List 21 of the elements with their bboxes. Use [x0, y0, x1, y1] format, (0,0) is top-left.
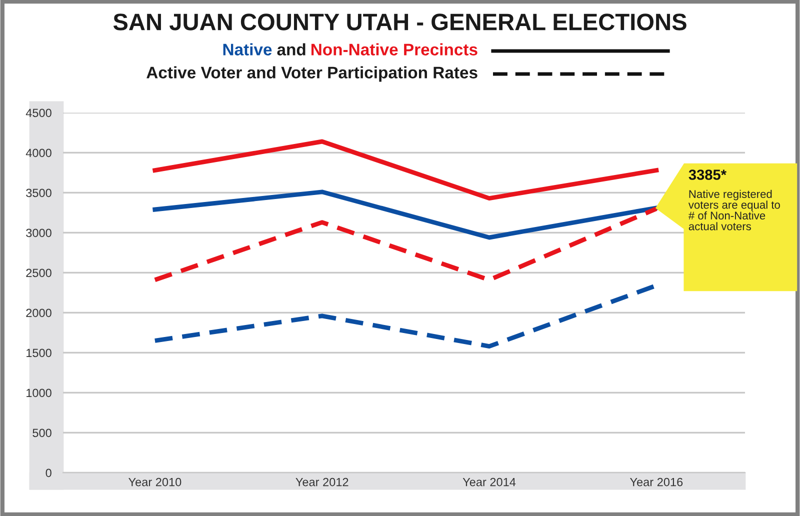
y-tick-label: 1000	[26, 388, 52, 398]
chart-title: SAN JUAN COUNTY UTAH - GENERAL ELECTIONS	[113, 14, 686, 30]
annotation: 3385* Native registered voters are equal to # of Non-Native actual voters	[688, 170, 780, 230]
y-tick-label: 2500	[26, 268, 52, 278]
y-tick-label: 3500	[26, 188, 52, 198]
y-tick-label: 500	[32, 428, 52, 438]
text: Active Voter and Voter Participation Rates	[146, 66, 478, 82]
x-tick-label: Year 2014	[462, 478, 516, 486]
y-tick-label: 4000	[26, 148, 52, 158]
y-tick-label: 4500	[26, 108, 52, 118]
line-series	[152, 190, 659, 240]
y-tick-label: 2000	[26, 308, 52, 318]
y-tick-label: 1500	[26, 348, 52, 358]
x-tick-label: Year 2010	[128, 478, 182, 486]
y-tick-label: 0	[46, 468, 52, 478]
y-tick-label: 3000	[26, 228, 52, 238]
x-tick-label: Year 2012	[296, 478, 348, 486]
text: Non-Native Precincts	[311, 43, 478, 56]
text: and	[277, 43, 306, 56]
text: Native	[223, 43, 272, 56]
x-tick-label: Year 2016	[630, 478, 683, 486]
